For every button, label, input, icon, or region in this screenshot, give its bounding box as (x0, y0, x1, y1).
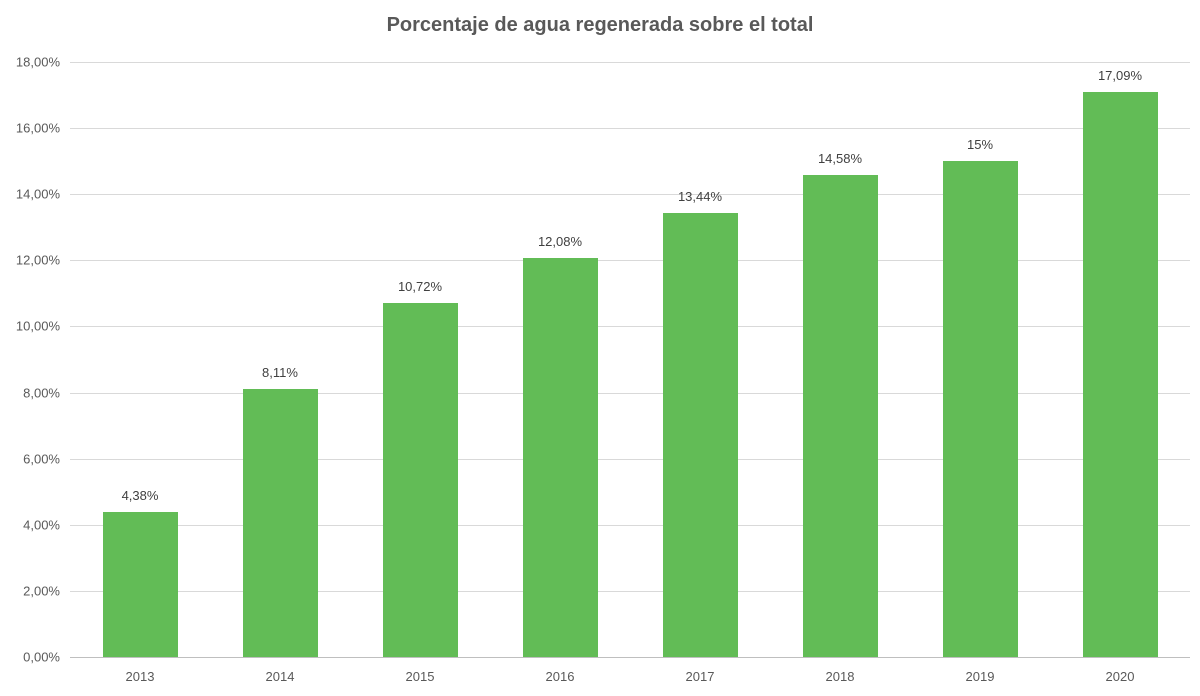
y-axis-tick-label: 16,00% (15, 120, 60, 136)
gridline (70, 524, 1190, 526)
bar-data-label: 15% (966, 137, 994, 153)
x-axis-tick-label: 2017 (685, 669, 715, 684)
gridline (70, 260, 1190, 262)
y-axis-tick-label: 12,00% (15, 252, 60, 268)
y-axis-tick-label: 6,00% (23, 451, 60, 467)
x-axis-tick-label: 2014 (265, 669, 295, 684)
bar (662, 212, 738, 657)
y-axis-tick-label: 10,00% (15, 318, 60, 334)
bar-data-label: 13,44% (677, 188, 723, 204)
y-axis-tick-label: 2,00% (23, 583, 60, 599)
gridline (70, 62, 1190, 63)
bar (242, 388, 318, 657)
bar-data-label: 12,08% (537, 233, 583, 249)
x-axis-tick-label: 2020 (1105, 669, 1135, 684)
bar (942, 161, 1018, 657)
gridline (70, 458, 1190, 460)
bar (522, 257, 598, 657)
x-axis-tick-label: 2013 (125, 669, 155, 684)
gridline (70, 128, 1190, 130)
y-axis-tick-label: 4,00% (23, 517, 60, 533)
bar (382, 302, 458, 657)
gridline (70, 590, 1190, 592)
x-axis-line (70, 657, 1190, 658)
bar-data-label: 17,09% (1097, 68, 1143, 84)
bar-data-label: 4,38% (121, 488, 159, 504)
bar (102, 512, 178, 657)
bar-data-label: 8,11% (262, 364, 298, 380)
x-axis-tick-label: 2015 (405, 669, 435, 684)
gridline (70, 326, 1190, 328)
y-axis-tick-label: 18,00% (15, 54, 60, 70)
bar-data-label: 14,58% (817, 151, 863, 167)
y-axis-tick-label: 14,00% (15, 186, 60, 202)
bar-data-label: 10,72% (397, 278, 443, 294)
gridline (70, 392, 1190, 394)
bar (1082, 92, 1158, 657)
y-axis-tick-label: 0,00% (23, 649, 60, 665)
bar (802, 175, 878, 657)
x-axis-tick-label: 2016 (545, 669, 575, 684)
gridline (70, 194, 1190, 196)
y-axis-tick-label: 8,00% (23, 385, 60, 401)
x-axis-tick-label: 2018 (825, 669, 855, 684)
chart-title: Porcentaje de agua regenerada sobre el t… (386, 14, 814, 36)
x-axis-tick-label: 2019 (965, 669, 995, 684)
